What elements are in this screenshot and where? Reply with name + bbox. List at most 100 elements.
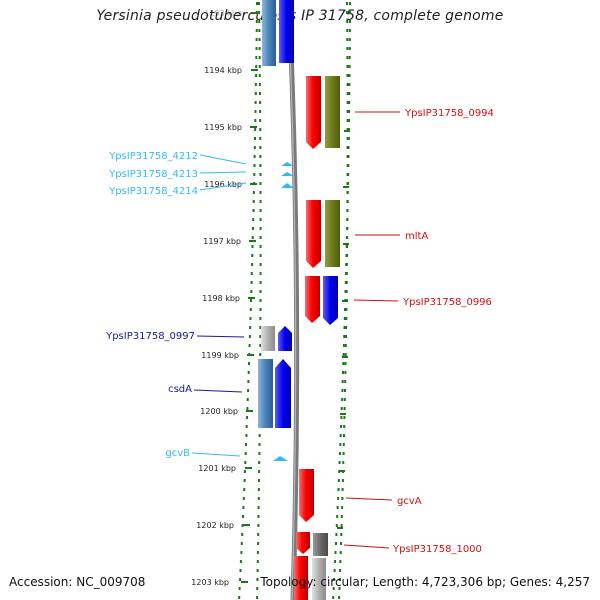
tick-label: 1203 kbp (191, 578, 229, 587)
track-dot (258, 29, 261, 32)
gene-label-gcva[interactable]: gcvA (397, 496, 422, 507)
track-dot (344, 362, 347, 365)
gene-arrow-0996[interactable] (305, 276, 320, 323)
right-outer-dots (338, 2, 349, 599)
track-dot (344, 290, 347, 293)
gene-block-0994-olive[interactable] (325, 76, 340, 148)
track-dot (252, 191, 255, 194)
tick-label: 1198 kbp (202, 294, 240, 303)
track-dot (346, 83, 349, 86)
track-dot (243, 470, 246, 473)
gene-label-ypsip31758-4212[interactable]: YpsIP31758_4212 (108, 151, 198, 162)
track-dot (258, 20, 261, 23)
track-dot (257, 542, 260, 545)
gene-block-red-bottom[interactable] (294, 556, 308, 600)
tick-mark (245, 467, 252, 469)
track-dot (254, 92, 257, 95)
rna-marker-4212[interactable] (281, 162, 294, 166)
tick-mark (243, 524, 250, 526)
forward-strand-genes (294, 76, 340, 600)
gene-label-ypsip31758-4213[interactable]: YpsIP31758_4213 (108, 169, 198, 180)
track-dot (346, 101, 349, 104)
track-dot (240, 542, 243, 545)
track-dot (346, 191, 349, 194)
gene-block-blue[interactable] (279, 0, 294, 63)
left-outer-dots (238, 2, 258, 599)
track-dot (254, 101, 257, 104)
track-dot (259, 128, 262, 131)
track-dot (341, 380, 344, 383)
gene-block-1000-grey[interactable] (313, 533, 328, 556)
track-dot (258, 74, 261, 77)
leader-line (196, 335, 245, 338)
gene-label-mlta[interactable]: mltA (405, 231, 428, 242)
track-dot (340, 542, 342, 545)
gene-arrow-0996-blue[interactable] (323, 276, 338, 325)
track-dot (239, 560, 242, 563)
gene-label-ypsip31758-0994[interactable]: YpsIP31758_0994 (404, 108, 494, 119)
gene-arrow-csda[interactable] (275, 359, 291, 428)
gene-block-mlta-olive[interactable] (325, 200, 340, 267)
gene-arrow-gcva[interactable] (299, 469, 314, 522)
gene-arrow-0994[interactable] (306, 76, 321, 149)
tick-label: 1197 kbp (203, 237, 241, 246)
track-dot (342, 461, 345, 464)
tick-mark (339, 470, 345, 472)
track-dot (259, 200, 262, 203)
track-dot (252, 200, 255, 203)
track-dot (255, 29, 258, 32)
leader-line (343, 544, 390, 549)
track-dot (346, 182, 349, 185)
track-dot (339, 560, 342, 563)
gene-block-grey-bottom[interactable] (312, 558, 326, 600)
track-dot (343, 434, 345, 437)
track-dot (346, 137, 349, 140)
track-dot (254, 137, 256, 140)
track-dot (342, 362, 345, 365)
track-dot (254, 83, 257, 86)
track-dot (346, 47, 349, 50)
leader-line (199, 182, 247, 191)
gene-label-csda[interactable]: csdA (168, 384, 192, 395)
track-dot (339, 551, 342, 554)
gene-block-steel[interactable] (262, 0, 276, 66)
gene-label-ypsip31758-4214[interactable]: YpsIP31758_4214 (108, 186, 198, 197)
gene-label-ypsip31758-0996[interactable]: YpsIP31758_0996 (402, 297, 492, 308)
track-dot (342, 353, 345, 356)
rna-marker-4214[interactable] (281, 183, 294, 188)
tick-mark (343, 186, 349, 188)
gene-arrow-1000[interactable] (296, 532, 310, 554)
track-dot (348, 83, 351, 86)
track-dot (246, 416, 249, 419)
track-dot (242, 497, 245, 500)
rna-marker-gcvb[interactable] (273, 456, 288, 461)
rna-marker-4213[interactable] (281, 172, 294, 176)
tick-mark (251, 12, 258, 14)
track-dot (251, 245, 254, 248)
genome-backbone-highlight (287, 0, 297, 600)
track-dot (343, 335, 346, 338)
track-dot (339, 434, 342, 437)
track-dot (240, 551, 243, 554)
tick-label: 1200 kbp (200, 407, 238, 416)
track-dot (258, 470, 261, 473)
gene-label-ypsip31758-1000[interactable]: YpsIP31758_1000 (392, 544, 482, 555)
track-dot (256, 596, 259, 599)
leader-line (193, 389, 243, 393)
track-dot (247, 371, 250, 374)
gene-label-gcvb[interactable]: gcvB (165, 448, 190, 459)
gene-block-grey[interactable] (261, 326, 275, 351)
leader-line (199, 171, 247, 174)
gene-arrow-mlta[interactable] (306, 200, 321, 268)
gene-label-ypsip31758-0997[interactable]: YpsIP31758_0997 (105, 331, 195, 342)
leader-line (199, 154, 247, 165)
gene-block-csda-steel[interactable] (258, 359, 273, 428)
track-dot (342, 452, 345, 455)
track-dot (346, 2, 348, 5)
track-dot (344, 380, 347, 383)
track-dot (346, 254, 348, 257)
track-dot (259, 146, 262, 149)
right-tick-marks (337, 130, 350, 529)
gene-arrow-0997[interactable] (278, 326, 292, 351)
track-dot (343, 416, 346, 419)
